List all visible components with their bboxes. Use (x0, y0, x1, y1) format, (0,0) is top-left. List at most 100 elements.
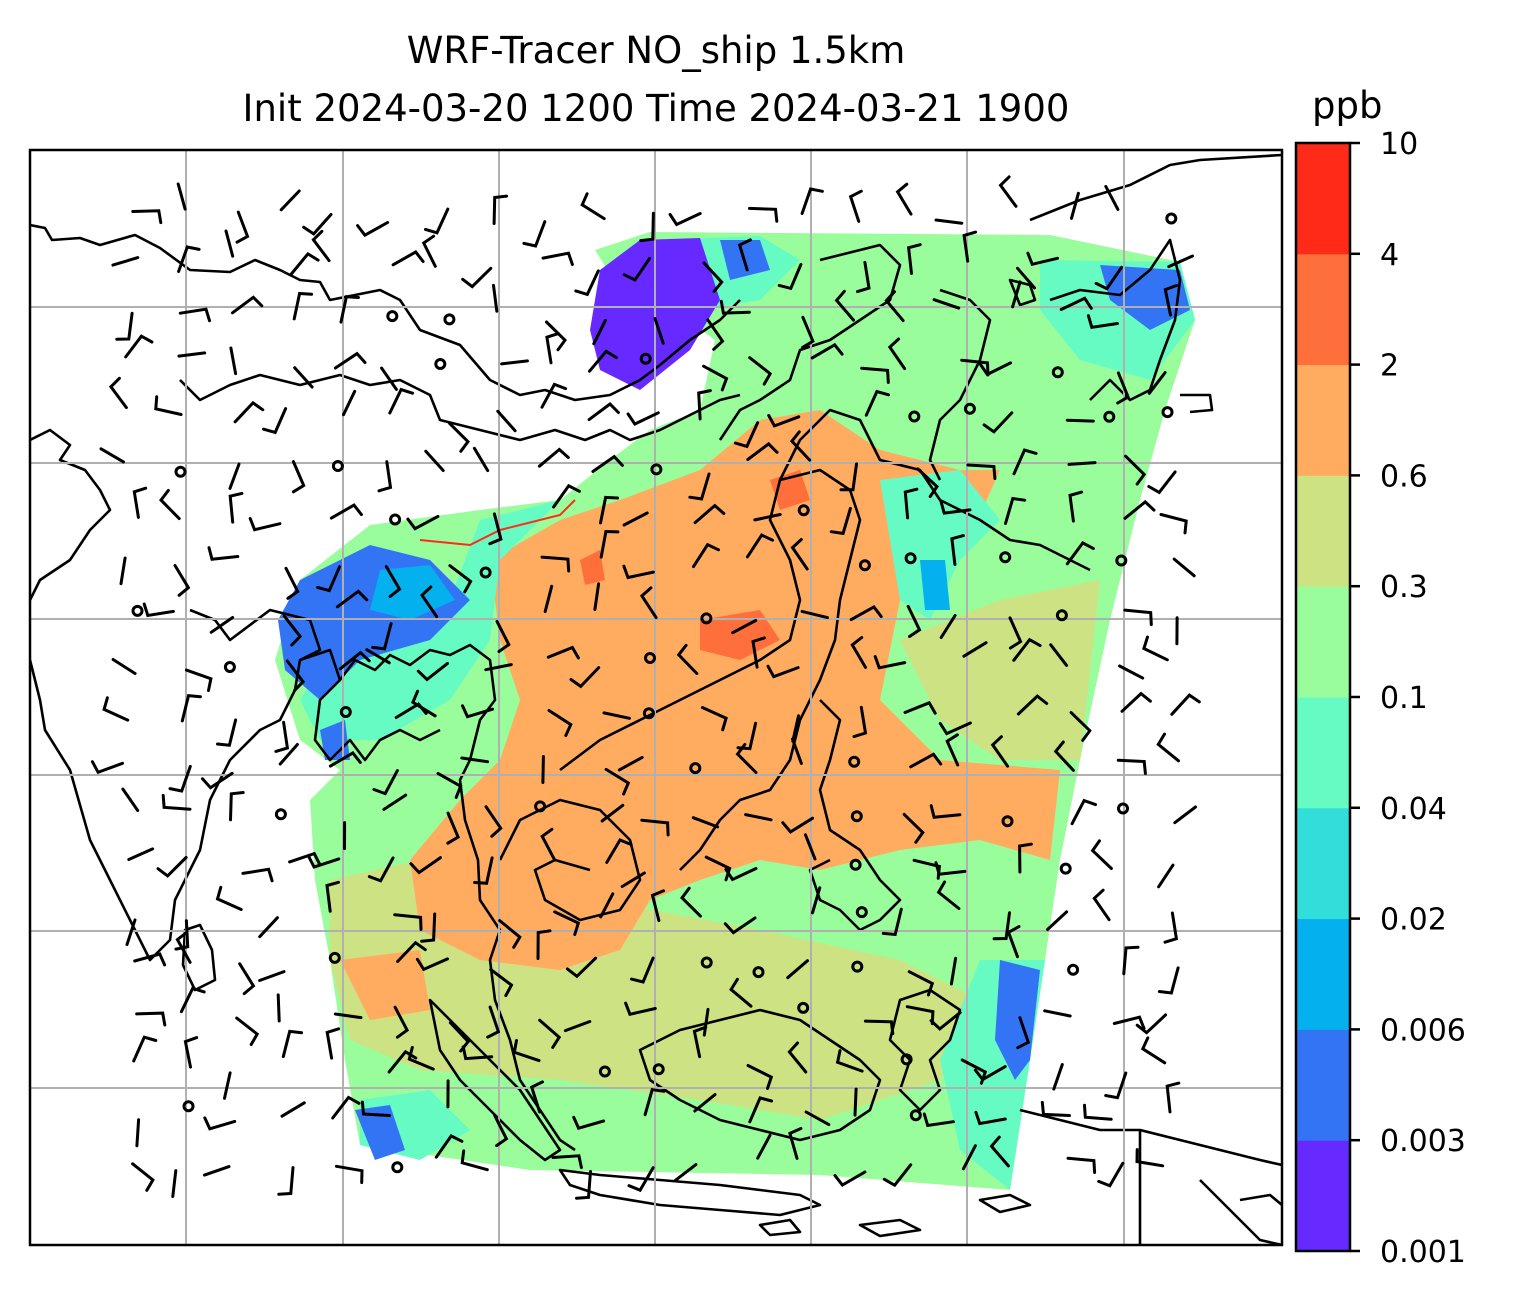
wind-barb (335, 589, 369, 609)
wind-barb (416, 661, 449, 682)
wind-barb (1068, 490, 1084, 523)
wind-barb (448, 564, 473, 594)
map-title-line1: WRF-Tracer NO_ship 1.5km (406, 29, 906, 72)
wind-barb (360, 1100, 391, 1117)
wind-barb (973, 1065, 1007, 1082)
wind-barb (668, 212, 702, 227)
wind-barb (543, 584, 554, 613)
wind-barb (922, 1112, 955, 1128)
wind-barb (371, 622, 393, 651)
wind-barb (1012, 448, 1038, 476)
wind-calm-marker (909, 1109, 922, 1122)
wind-barb (1043, 1009, 1072, 1018)
wind-barb (751, 636, 766, 669)
wind-calm-marker (1103, 410, 1116, 423)
colorbar-segment (1296, 586, 1350, 698)
wind-barb (781, 816, 815, 834)
wind-barb (617, 755, 644, 772)
wind-barb (1118, 664, 1145, 680)
coast-india-west (30, 428, 112, 601)
wind-barb (777, 263, 803, 291)
wind-barb (731, 619, 758, 635)
wind-barb (1165, 1081, 1181, 1114)
wind-barb (1018, 842, 1033, 874)
wind-barb (936, 880, 961, 910)
wind-barb (811, 886, 822, 915)
wind-barb (285, 659, 306, 692)
wind-barb (1040, 1100, 1071, 1117)
wind-barb (279, 189, 301, 212)
wind-calm-marker (644, 652, 656, 664)
wind-barb (746, 1064, 774, 1090)
wind-barb (650, 889, 666, 923)
wind-barb (1173, 805, 1197, 825)
wind-barb (1147, 371, 1167, 395)
wind-barb (387, 1049, 418, 1074)
wind-calm-marker (274, 808, 287, 821)
wind-barb (588, 349, 618, 373)
wind-barb (733, 421, 760, 449)
colorbar-segment (1296, 1140, 1350, 1252)
wind-barb (626, 411, 660, 426)
wind-calm-marker (1161, 406, 1174, 419)
coast-new-guinea (1019, 1108, 1282, 1167)
wind-barb (932, 298, 961, 310)
wind-barb (745, 533, 774, 559)
wind-barb (540, 382, 568, 409)
wind-barb (884, 290, 905, 323)
wind-barb (1163, 911, 1179, 944)
wind-barb (767, 413, 801, 428)
coast-australia (1199, 1179, 1282, 1245)
wind-barb (863, 1019, 895, 1036)
wind-calm-marker (850, 810, 863, 823)
wind-barb (692, 1025, 708, 1059)
coastlines (30, 153, 1282, 1245)
wind-barb (1065, 418, 1095, 423)
wind-barb (829, 506, 852, 536)
wind-barb (99, 447, 125, 464)
wind-barb (1170, 693, 1201, 716)
wind-calm-marker (434, 358, 447, 370)
colorbar-tick-label: 0.04 (1380, 792, 1447, 827)
wind-barb (540, 555, 571, 573)
colorbar-segment (1296, 143, 1350, 255)
wind-barb (1142, 635, 1169, 662)
wind-calm-marker (1059, 862, 1072, 875)
wind-barb (258, 916, 279, 939)
wind-barb (367, 856, 395, 883)
wind-barb (848, 189, 863, 223)
wind-barb (950, 534, 965, 566)
wind-calm-marker (1115, 554, 1128, 567)
wind-barb (291, 460, 306, 494)
wind-barb (929, 804, 962, 819)
wind-barb (496, 409, 517, 433)
wind-barb (156, 856, 188, 878)
coast-borneo (638, 1008, 882, 1142)
map-panel (30, 150, 1282, 1245)
wind-barb (630, 956, 655, 984)
wind-barb (909, 752, 943, 769)
wind-barb (697, 389, 712, 421)
wind-barb (536, 929, 552, 960)
wind-barb (307, 854, 341, 869)
coast-java (558, 1168, 822, 1217)
wind-barb (325, 880, 340, 913)
wind-barb (316, 565, 342, 593)
wind-barb (1065, 540, 1095, 566)
wind-barb (115, 311, 134, 341)
wind-barb (154, 395, 183, 416)
colorbar-segment (1296, 1029, 1350, 1141)
wind-barb (801, 315, 815, 349)
wind-barb (448, 421, 470, 453)
wind-barb (600, 803, 625, 823)
wind-barb (938, 721, 972, 736)
wind-barb (238, 962, 256, 996)
colorbar: 0.001 0.003 0.006 0.02 0.04 0.1 0.3 0.6 2 4 10 (1294, 127, 1466, 1270)
wind-barb (580, 192, 606, 221)
wind-barb (702, 261, 724, 293)
wind-barb (111, 256, 140, 267)
wind-barb (640, 818, 670, 837)
wind-calm-marker (331, 460, 344, 472)
wind-barb (692, 542, 720, 569)
wind-barb (365, 648, 391, 665)
